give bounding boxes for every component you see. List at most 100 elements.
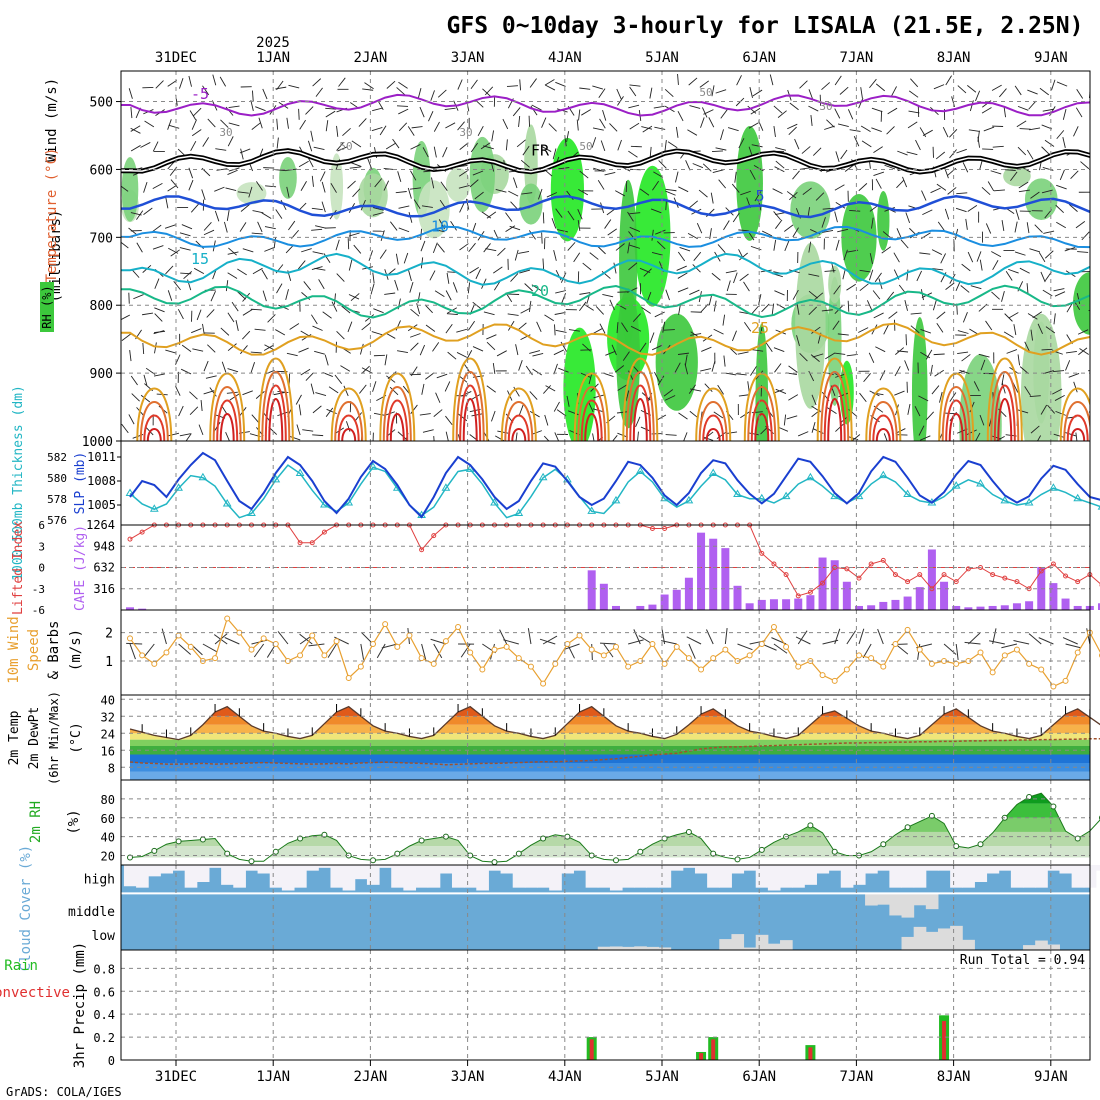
wind-barb [311, 175, 314, 187]
cloud-high-clear [986, 865, 1000, 874]
wind-speed-marker [406, 632, 413, 639]
wind-barb [1028, 100, 1037, 110]
rh-marker [248, 858, 255, 865]
wind-speed-marker [831, 677, 838, 684]
temp-hot-contour [986, 357, 1023, 441]
wind-barb [226, 391, 238, 394]
lifted-marker [820, 580, 826, 586]
wind-barb [579, 170, 589, 179]
wind-barb [932, 299, 937, 311]
temp-hot-contour [577, 386, 607, 441]
temp-units-ylabel: (°C) [69, 722, 84, 753]
wind-barb [130, 127, 141, 134]
cloud-high-clear [913, 865, 927, 888]
wind-barb [359, 384, 367, 394]
wind-barb [1017, 105, 1029, 111]
wind-barb [256, 181, 263, 191]
rh-blob [121, 157, 139, 222]
temp-line [129, 705, 1100, 741]
lifted-marker [1050, 561, 1056, 567]
wind-barb [130, 375, 138, 386]
wind-barb [519, 269, 531, 274]
wind-barb [611, 344, 617, 356]
wind-barb [425, 324, 436, 332]
temp-hot-contour [261, 371, 291, 441]
ytick-label-wind: 2 [105, 627, 113, 642]
wind-barb [168, 124, 180, 129]
wind-barb [389, 386, 399, 396]
wind-barb [726, 431, 738, 435]
temp-hot-contour [1063, 401, 1090, 441]
wind-barb [558, 167, 570, 170]
wind-barb [228, 247, 237, 256]
cape-bar [769, 599, 778, 610]
wind-barb-10m [499, 629, 508, 645]
wind-barb [1029, 395, 1041, 398]
wind-barb [784, 224, 794, 232]
wind-barb [810, 354, 820, 362]
cloud-high-clear [816, 865, 830, 874]
wind-barb [1001, 291, 1005, 302]
wind-speed-marker [467, 649, 474, 656]
wind-speed-marker [625, 663, 632, 670]
wind-barb-10m [964, 641, 981, 645]
wind-barb [711, 272, 721, 281]
wind-barb [383, 167, 395, 171]
wind-barb [179, 247, 191, 251]
wind-barb [1054, 291, 1066, 297]
cape-bar [612, 605, 620, 610]
temp-contour [121, 252, 1090, 286]
cloud-high-clear [658, 865, 672, 888]
lifted-marker [321, 529, 327, 535]
wind-speed-marker [746, 652, 753, 659]
wind-barb [868, 352, 875, 363]
wind-barb [630, 325, 642, 332]
wind-barb [275, 169, 287, 172]
wind-barb [894, 390, 905, 396]
rh-marker [272, 848, 279, 855]
wind-barb [364, 314, 375, 322]
cape-bar [587, 570, 596, 610]
temp-hot-contour [816, 357, 853, 441]
wind-barb [677, 110, 684, 122]
wind-barb [196, 309, 202, 321]
wind-barb [684, 363, 689, 375]
cloud-low-clear [937, 928, 951, 950]
ytick-label-upper: 900 [90, 367, 113, 382]
rh-marker [224, 850, 231, 857]
wind-barb [1024, 341, 1030, 352]
cloud-low-clear [767, 943, 781, 950]
wind-barb [567, 210, 575, 221]
wind-speed-marker [455, 624, 462, 630]
wind-barb [944, 208, 950, 220]
cloud-high-clear [1047, 865, 1060, 871]
wind-barb [143, 181, 148, 193]
wind-barb [578, 109, 581, 121]
wind-barb [408, 270, 412, 281]
thickness-marker [757, 493, 767, 502]
wind-barb [713, 411, 724, 419]
wind-barb [305, 106, 314, 115]
wind-barb [622, 351, 630, 361]
cape-bar [672, 589, 681, 610]
wind-barb [179, 433, 191, 437]
wind-barb [896, 179, 905, 189]
wind-barb [723, 355, 726, 367]
cape-bar [867, 605, 876, 610]
temp-hot-contour [146, 428, 162, 441]
wind-barb [875, 346, 886, 353]
cloud-low-clear [925, 931, 939, 950]
wind-barb-10m [381, 643, 398, 649]
wind-barb [372, 107, 383, 112]
wind-barb [536, 321, 542, 333]
wind-barb [264, 226, 276, 230]
wind-barb [315, 87, 323, 97]
rh-blob [795, 242, 826, 409]
temp-contour [121, 194, 1090, 219]
wind-barb [521, 192, 533, 195]
wind-barb [617, 96, 624, 106]
wind-barb [554, 312, 566, 315]
wind-barb [379, 249, 387, 259]
wind-legend-label: Wind (m/s) [44, 78, 60, 162]
wind-barb [509, 225, 521, 231]
